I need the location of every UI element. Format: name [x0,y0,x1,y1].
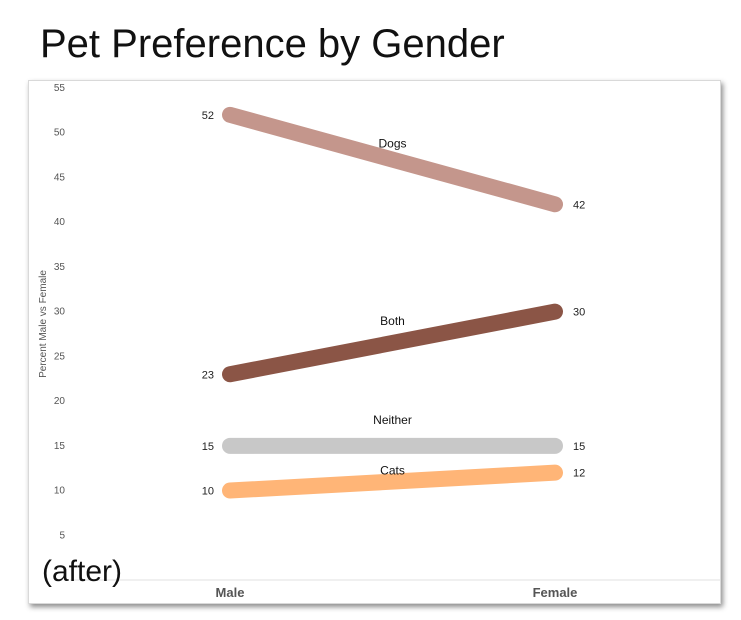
value-label-dogs-male: 52 [202,110,214,122]
value-label-both-male: 23 [202,369,214,381]
series-both: 23 30 Both [202,303,585,383]
y-tick-label: 40 [54,217,66,228]
y-axis-label: Percent Male vs Female [38,270,49,378]
value-label-both-female: 30 [573,307,585,319]
value-label-dogs-female: 42 [573,199,585,211]
y-tick-label: 45 [54,172,66,183]
series-line-cats [222,464,563,499]
value-label-neither-female: 15 [573,441,585,453]
series-layer: 52 42 Dogs 23 30 Both 15 15 Neither 10 12 Cats [202,106,585,499]
y-axis: 5 10 15 20 25 30 35 40 45 50 55 [54,83,66,541]
series-line-both [222,303,563,383]
y-tick-label: 30 [54,307,66,318]
series-line-dogs [222,106,563,213]
y-tick-label: 10 [54,486,66,497]
value-label-cats-male: 10 [202,486,214,498]
series-label-both: Both [380,314,405,328]
x-tick-label-male: Male [216,585,245,600]
value-label-neither-male: 15 [202,441,214,453]
page-title: Pet Preference by Gender [40,22,505,66]
x-tick-label-female: Female [533,585,578,600]
after-annotation: (after) [42,555,123,588]
y-tick-label: 5 [59,530,65,541]
value-label-cats-female: 12 [573,468,585,480]
series-cats: 10 12 Cats [202,464,585,499]
y-tick-label: 15 [54,441,66,452]
series-neither: 15 15 Neither [202,413,585,454]
series-label-cats: Cats [380,464,405,478]
series-label-dogs: Dogs [378,137,406,151]
y-tick-label: 25 [54,351,66,362]
y-tick-label: 50 [54,128,66,139]
y-tick-label: 20 [54,396,66,407]
series-label-neither: Neither [373,413,412,427]
x-axis: Male Female [216,585,578,600]
series-dogs: 52 42 Dogs [202,106,585,213]
y-tick-label: 55 [54,83,66,94]
y-tick-label: 35 [54,262,66,273]
